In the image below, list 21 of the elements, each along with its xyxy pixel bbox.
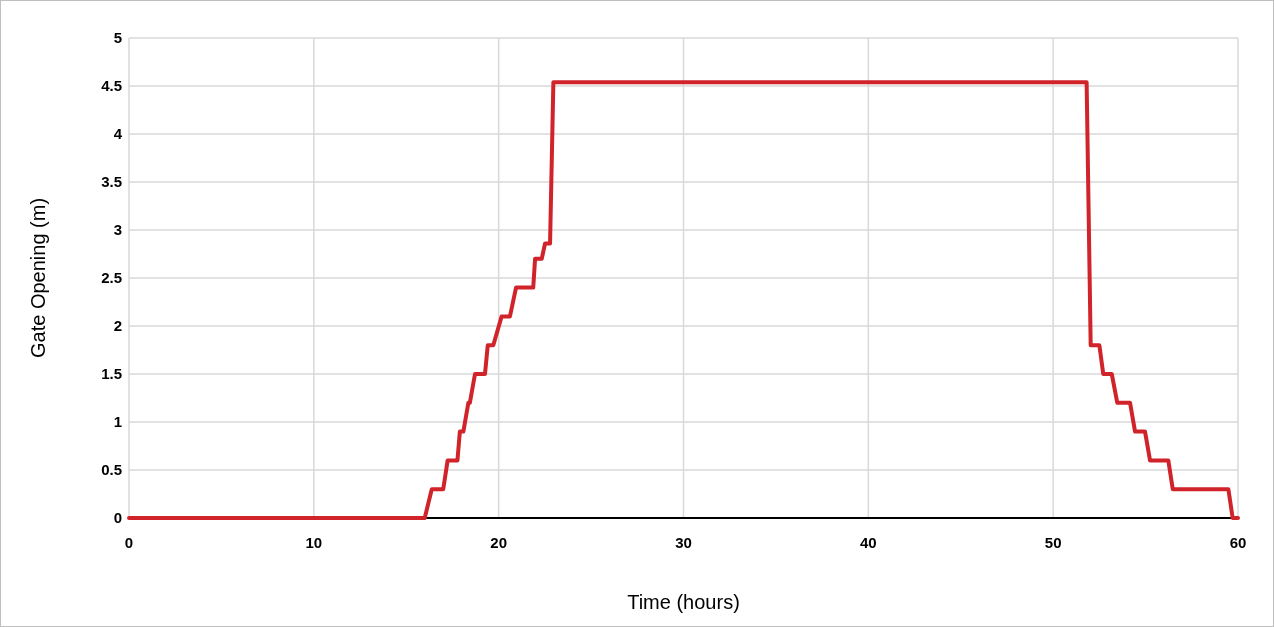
y-tick-label: 3.5 (101, 173, 122, 191)
y-tick-label: 0.5 (101, 461, 122, 479)
y-tick-label: 4.5 (101, 77, 122, 95)
y-tick-label: 1.5 (101, 365, 122, 383)
y-tick-label: 2.5 (101, 269, 122, 287)
y-tick-label: 5 (113, 29, 122, 47)
x-tick-label: 10 (305, 534, 323, 551)
y-tick-label: 4 (113, 125, 123, 143)
x-tick-label: 40 (859, 534, 877, 551)
y-tick-label: 2 (113, 317, 122, 335)
x-tick-label: 30 (675, 534, 692, 551)
line-series (127, 80, 1240, 520)
x-tick-label: 50 (1044, 534, 1062, 551)
x-tick-label: 20 (490, 534, 508, 551)
y-tick-label: 1 (113, 413, 122, 431)
y-tick-label: 3 (113, 221, 122, 239)
y-axis-title: Gate Opening (m) (27, 197, 49, 359)
x-tick-label: 60 (1229, 534, 1247, 551)
y-tick-label: 0 (113, 509, 122, 527)
x-tick-label: 0 (124, 534, 134, 551)
x-axis-title: Time (hours) (627, 591, 740, 613)
